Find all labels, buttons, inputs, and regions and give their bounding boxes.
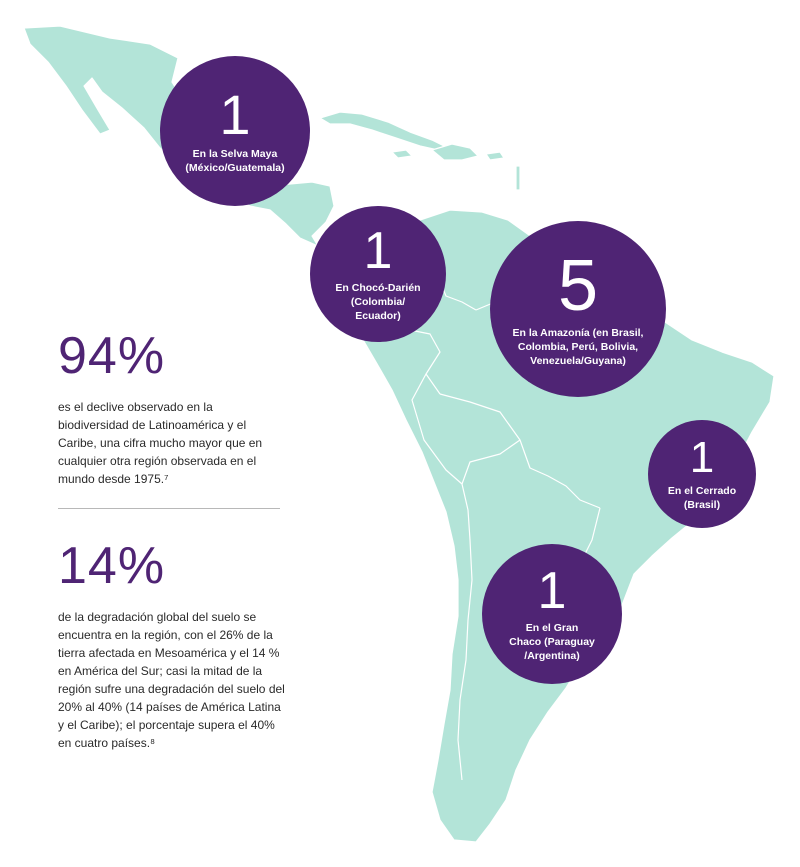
choco-darien-caption: En Chocó-Darién (Colombia/ Ecuador) <box>335 281 421 323</box>
cerrado-caption: En el Cerrado (Brasil) <box>667 484 737 511</box>
lesser-antilles-landmass <box>515 165 521 191</box>
soil-degradation-stat-value: 14% <box>58 537 166 595</box>
hispaniola-landmass <box>431 143 479 161</box>
amazonia-circle: 5 En la Amazonía (en Brasil, Colombia, P… <box>490 221 666 397</box>
selva-maya-circle: 1 En la Selva Maya (México/Guatemala) <box>160 56 310 206</box>
gran-chaco-circle: 1 En el Gran Chaco (Paraguay /Argentina) <box>482 544 622 684</box>
puerto-rico-landmass <box>485 151 505 161</box>
gran-chaco-caption: En el Gran Chaco (Paraguay /Argentina) <box>509 621 595 663</box>
selva-maya-caption: En la Selva Maya (México/Guatemala) <box>185 147 285 174</box>
biodiversity-stat: 94% es el declive observado en la biodiv… <box>58 330 286 488</box>
choco-darien-number: 1 <box>363 221 393 280</box>
choco-darien-circle: 1 En Chocó-Darién (Colombia/ Ecuador) <box>310 206 446 342</box>
cuba-landmass <box>319 111 445 151</box>
amazonia-caption: En la Amazonía (en Brasil, Colombia, Per… <box>512 326 644 368</box>
stats-divider <box>58 508 280 509</box>
cerrado-circle: 1 En el Cerrado (Brasil) <box>648 420 756 528</box>
amazonia-number: 5 <box>557 245 599 326</box>
biodiversity-stat-text: es el declive observado en la biodiversi… <box>58 400 263 486</box>
cerrado-number: 1 <box>689 432 715 482</box>
soil-degradation-stat: 14% de la degradación global del suelo s… <box>58 540 286 752</box>
jamaica-landmass <box>391 149 413 159</box>
selva-maya-number: 1 <box>219 82 251 146</box>
gran-chaco-number: 1 <box>537 561 567 620</box>
soil-degradation-stat-text: de la degradación global del suelo se en… <box>58 610 285 750</box>
biodiversity-stat-value: 94% <box>58 327 166 385</box>
